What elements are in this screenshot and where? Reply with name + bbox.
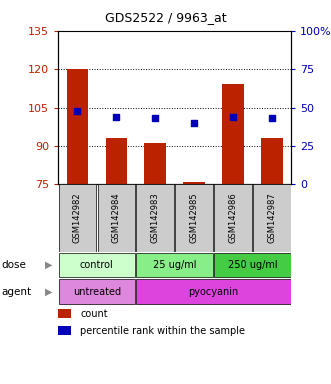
Text: agent: agent xyxy=(2,287,32,297)
Text: control: control xyxy=(80,260,114,270)
Bar xyxy=(59,184,96,252)
Bar xyxy=(253,184,291,252)
Bar xyxy=(222,84,244,184)
Bar xyxy=(59,253,135,277)
Text: ▶: ▶ xyxy=(45,287,53,297)
Bar xyxy=(98,184,135,252)
Text: percentile rank within the sample: percentile rank within the sample xyxy=(80,326,245,336)
Text: GSM142983: GSM142983 xyxy=(151,192,160,243)
Text: count: count xyxy=(80,310,108,319)
Text: pyocyanin: pyocyanin xyxy=(188,287,239,297)
Bar xyxy=(175,184,213,252)
Text: ▶: ▶ xyxy=(45,260,53,270)
Bar xyxy=(214,184,252,252)
Bar xyxy=(59,280,135,304)
Point xyxy=(269,115,274,121)
Text: GSM142982: GSM142982 xyxy=(73,193,82,243)
Bar xyxy=(183,182,205,184)
Point xyxy=(191,120,197,126)
Text: GSM142985: GSM142985 xyxy=(190,193,199,243)
Text: 250 ug/ml: 250 ug/ml xyxy=(228,260,277,270)
Text: GSM142987: GSM142987 xyxy=(267,192,276,243)
Point xyxy=(153,115,158,121)
Bar xyxy=(144,143,166,184)
Point xyxy=(230,114,236,120)
Bar xyxy=(261,138,283,184)
Bar xyxy=(214,253,291,277)
Text: GDS2522 / 9963_at: GDS2522 / 9963_at xyxy=(105,12,226,25)
Bar xyxy=(67,69,88,184)
Text: GSM142984: GSM142984 xyxy=(112,193,121,243)
Bar xyxy=(136,184,174,252)
Point xyxy=(114,114,119,120)
Text: 25 ug/ml: 25 ug/ml xyxy=(153,260,196,270)
Bar xyxy=(136,253,213,277)
Point xyxy=(75,108,80,114)
Text: GSM142986: GSM142986 xyxy=(228,192,237,243)
Bar xyxy=(106,138,127,184)
Text: dose: dose xyxy=(2,260,26,270)
Bar xyxy=(58,326,71,334)
Text: untreated: untreated xyxy=(73,287,121,297)
Bar xyxy=(58,309,71,318)
Bar xyxy=(136,280,291,304)
